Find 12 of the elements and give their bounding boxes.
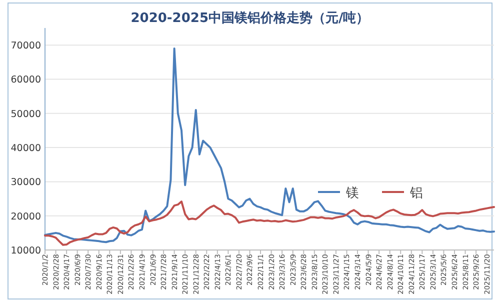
y-tick-label: 70000 xyxy=(10,40,41,52)
y-tick-label: 60000 xyxy=(10,74,41,86)
y-tick-label: 20000 xyxy=(10,211,41,222)
line-series xyxy=(44,47,495,244)
y-tick-label: 10000 xyxy=(10,246,41,256)
legend-label: 镁 xyxy=(345,186,359,201)
y-tick-label: 30000 xyxy=(10,177,41,188)
legend-label: 铝 xyxy=(409,186,423,201)
y-tick-label: 50000 xyxy=(10,108,41,120)
y-tick-label: 40000 xyxy=(10,143,41,154)
line-series xyxy=(44,200,495,246)
chart-title: 2020-2025中国镁铝价格走势（元/吨） xyxy=(130,10,370,26)
